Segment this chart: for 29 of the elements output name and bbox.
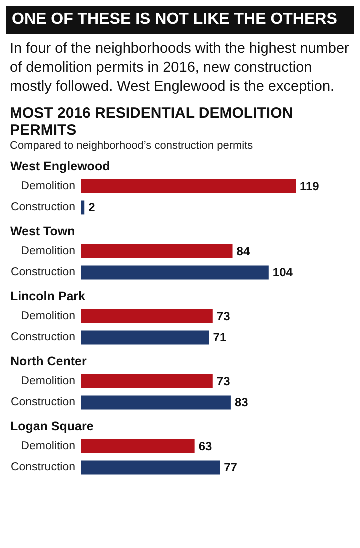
data-label: 77: [224, 460, 238, 474]
text: Demolition: [21, 374, 76, 387]
text: Demolition: [21, 244, 76, 257]
data-label: 73: [216, 374, 231, 388]
y-tick-label: Lincoln Park: [10, 289, 86, 304]
y-tick-label: West Englewood: [10, 159, 110, 174]
text: Demolition: [21, 310, 76, 322]
chart-title: ONE OF THESE IS NOT LIKE THE OTHERS: [6, 6, 354, 34]
text: MOST 2016 RESIDENTIAL DEMOLITION PERMITS: [10, 104, 294, 139]
data-label: 71: [213, 330, 227, 344]
series-label: Construction: [10, 201, 76, 214]
series-label: Demolition: [21, 180, 76, 192]
data-label: 119: [300, 178, 320, 193]
chart-subtitle: In four of the neighborhoods with the highest number of demolition permits in 2016, new construction mostly followed. West Englewood is the exception.: [10, 40, 350, 97]
text: Compared to neighborhood’s construction permits: [10, 140, 254, 152]
data-label: 63: [198, 438, 212, 453]
text: Construction: [10, 461, 76, 474]
data-label: 2: [88, 200, 96, 214]
text: Construction: [10, 396, 76, 408]
data-label: 83: [234, 395, 249, 410]
data-label: 104: [272, 265, 294, 280]
y-tick-label: West Town: [10, 224, 76, 238]
data-label: 84: [236, 244, 250, 258]
text: Construction: [10, 266, 76, 278]
text: Demolition: [21, 440, 76, 452]
text: Construction: [10, 331, 76, 344]
y-tick-label: North Center: [10, 354, 87, 368]
y-tick-label: Logan Square: [10, 419, 94, 434]
data-label: 73: [216, 308, 231, 323]
